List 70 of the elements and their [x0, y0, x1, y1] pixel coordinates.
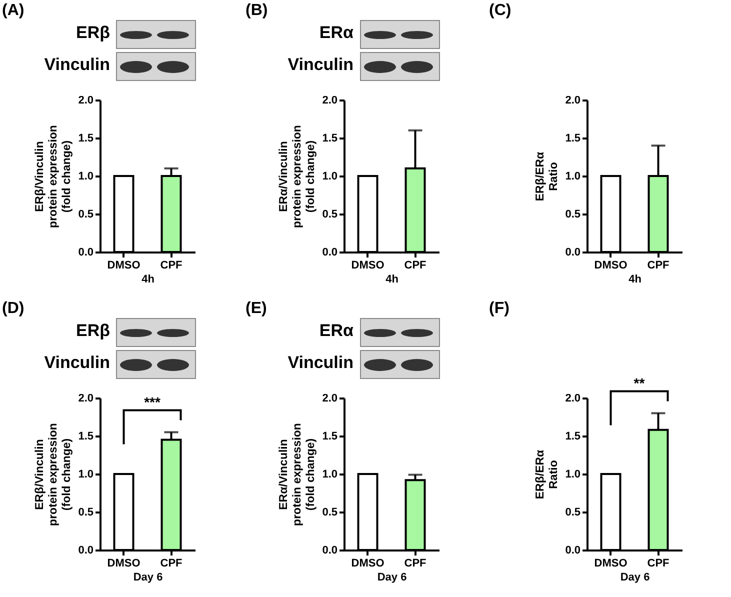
y-tick-label: 0.5 — [565, 208, 580, 220]
y-tick-label: 2.0 — [565, 392, 580, 404]
x-axis-title: 4h — [385, 274, 398, 286]
x-tick-label: CPF — [647, 558, 670, 570]
y-tick-label: 1.5 — [565, 430, 580, 442]
text: Vinculin — [288, 353, 354, 373]
x-axis-title: Day 6 — [133, 572, 163, 584]
y-tick-label: 1.5 — [78, 430, 94, 442]
x-tick-label: DMSO — [107, 558, 141, 570]
y-tick-label: 1.0 — [322, 468, 337, 480]
y-tick-label: 1.0 — [78, 468, 94, 480]
y-axis-title: ERα/Vinculin protein expression (fold change) — [278, 125, 317, 228]
x-axis-title: Day 6 — [620, 572, 650, 584]
y-tick-label: 0.0 — [78, 544, 94, 556]
text: Vinculin — [288, 55, 354, 75]
y-tick-label: 1.0 — [322, 170, 337, 182]
y-tick-label: 0.5 — [322, 506, 337, 518]
y-tick-label: 2.0 — [565, 94, 580, 106]
y-axis-title: ERα/Vinculin protein expression (fold change) — [278, 423, 317, 526]
chart-title: (D) — [2, 300, 24, 318]
x-axis-title: 4h — [142, 274, 155, 286]
x-tick-label: CPF — [404, 260, 426, 272]
y-tick-label: 0.5 — [322, 208, 337, 220]
y-axis-title: ERβ/ERα Ratio — [534, 450, 560, 500]
x-axis-title: Day 6 — [376, 572, 406, 584]
y-tick-label: 0.0 — [565, 544, 580, 556]
y-tick-label: 1.5 — [322, 132, 337, 144]
chart-title: (A) — [2, 2, 24, 20]
x-axis-title: 4h — [628, 274, 642, 286]
x-tick-label: DMSO — [594, 558, 628, 570]
chart-title: (F) — [489, 300, 510, 318]
chart-title: (C) — [489, 2, 512, 20]
y-tick-label: 2.0 — [78, 94, 94, 106]
y-tick-label: 2.0 — [322, 94, 337, 106]
text: ERβ — [76, 321, 110, 341]
y-tick-label: 2.0 — [322, 392, 337, 404]
y-tick-label: 2.0 — [78, 392, 94, 404]
x-tick-label: DMSO — [350, 260, 384, 272]
x-tick-label: CPF — [647, 260, 670, 272]
text: ** — [634, 375, 646, 392]
x-tick-label: DMSO — [594, 260, 628, 272]
text: ERβ — [76, 23, 110, 43]
text: ERα — [319, 23, 354, 43]
chart-title: (B) — [246, 2, 268, 20]
y-tick-label: 0.5 — [78, 208, 94, 220]
x-tick-label: CPF — [404, 558, 426, 570]
x-tick-label: DMSO — [107, 260, 141, 272]
text: Vinculin — [44, 55, 110, 75]
y-tick-label: 0.0 — [322, 544, 337, 556]
y-tick-label: 0.5 — [78, 506, 94, 518]
y-tick-label: 1.5 — [565, 132, 580, 144]
y-tick-label: 0.0 — [565, 246, 580, 258]
y-tick-label: 0.5 — [565, 506, 580, 518]
annotation: *** — [144, 394, 161, 410]
y-tick-label: 0.0 — [322, 246, 337, 258]
y-tick-label: 0.0 — [78, 246, 94, 258]
y-axis-title: ERβ/Vinculin protein expression (fold change) — [34, 423, 74, 526]
x-tick-label: CPF — [160, 260, 183, 272]
y-axis-title: ERβ/ERα Ratio — [534, 152, 560, 202]
y-tick-label: 1.5 — [78, 132, 94, 144]
y-tick-label: 1.5 — [322, 430, 337, 442]
text: Vinculin — [44, 353, 110, 373]
y-tick-label: 1.0 — [565, 468, 580, 480]
x-tick-label: DMSO — [350, 558, 384, 570]
y-tick-label: 1.0 — [78, 170, 94, 182]
x-tick-label: CPF — [160, 558, 183, 570]
y-axis-title: ERβ/Vinculin protein expression (fold change) — [34, 125, 74, 228]
text: ERα — [319, 321, 354, 341]
chart-title: (E) — [246, 300, 267, 318]
y-tick-label: 1.0 — [565, 170, 580, 182]
